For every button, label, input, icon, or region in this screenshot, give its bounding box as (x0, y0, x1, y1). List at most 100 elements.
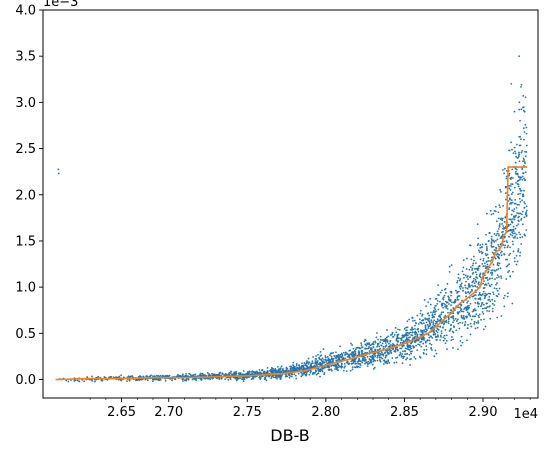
scatter-point (480, 250, 483, 253)
scatter-point (499, 237, 502, 240)
scatter-point (379, 341, 382, 344)
scatter-point (521, 168, 524, 171)
scatter-point (469, 302, 472, 305)
scatter-point (509, 189, 512, 191)
scatter-point (445, 319, 448, 322)
scatter-point (457, 348, 459, 351)
scatter-point (524, 179, 527, 182)
scatter-point (442, 306, 445, 309)
scatter-point (468, 283, 470, 285)
scatter-point (235, 372, 238, 375)
scatter-point (315, 355, 317, 357)
scatter-point (392, 348, 394, 351)
scatter-point (519, 236, 522, 239)
scatter-point (511, 191, 514, 194)
scatter-point (200, 378, 203, 381)
scatter-point (319, 361, 322, 364)
scatter-point (450, 264, 453, 266)
scatter-point (482, 328, 485, 331)
scatter-point (242, 370, 245, 372)
scatter-point (77, 380, 80, 383)
scatter-point (508, 197, 511, 200)
scatter-point (446, 307, 449, 310)
y-tick-label: 4.0 (15, 4, 36, 19)
scatter-point (523, 233, 526, 236)
scatter-point (479, 276, 482, 279)
scatter-point (406, 347, 408, 350)
scatter-point (464, 323, 466, 326)
scatter-point (337, 363, 339, 366)
scatter-point (485, 267, 488, 269)
scatter-point (520, 138, 522, 141)
scatter-point (370, 361, 373, 364)
scatter-point (488, 310, 491, 313)
scatter-point (459, 309, 462, 312)
scatter-point (446, 282, 449, 285)
scatter-point (388, 342, 390, 345)
scatter-point (366, 347, 368, 350)
scatter-point (490, 244, 493, 247)
scatter-point (146, 379, 149, 382)
scatter-point (462, 266, 465, 269)
scatter-point (308, 361, 311, 364)
scatter-point (468, 284, 471, 287)
scatter-point (503, 246, 506, 249)
trend-line-series (55, 166, 527, 381)
scatter-point (444, 303, 446, 306)
scatter-point (185, 372, 188, 375)
scatter-point (57, 168, 60, 171)
scatter-point (473, 323, 476, 325)
scatter-point (480, 318, 483, 321)
scatter-point (339, 353, 342, 356)
scatter-point (508, 254, 510, 257)
scatter-point (413, 356, 416, 358)
scatter-point (436, 334, 439, 337)
scatter-point (492, 239, 495, 242)
y-tick-label: 1.0 (15, 281, 36, 296)
scatter-point (454, 299, 457, 302)
scatter-point (112, 376, 115, 379)
scatter-point (242, 380, 245, 382)
scatter-point (403, 327, 406, 330)
scatter-point (370, 343, 373, 346)
scatter-point (487, 292, 490, 295)
scatter-point (470, 325, 473, 328)
scatter-point (425, 330, 427, 333)
scatter-point (241, 373, 244, 376)
scatter-point (500, 277, 503, 280)
scatter-point (518, 231, 520, 234)
scatter-point (392, 335, 395, 338)
scatter-point (432, 309, 435, 312)
scatter-point (404, 347, 407, 350)
scatter-point (479, 244, 482, 246)
scatter-point (525, 205, 528, 208)
scatter-point (504, 186, 507, 189)
scatter-point (485, 260, 488, 263)
scatter-point (428, 342, 431, 345)
scatter-point (384, 355, 387, 357)
scatter-point (349, 353, 352, 356)
scatter-point (364, 338, 367, 341)
scatter-point (491, 274, 493, 276)
scatter-point (474, 271, 477, 274)
scatter-point (478, 265, 481, 267)
scatter-point (158, 378, 161, 381)
scatter-point (404, 333, 407, 336)
scatter-point (316, 372, 319, 375)
scatter-point (518, 220, 520, 223)
scatter-point (404, 353, 407, 356)
scatter-point (437, 284, 440, 287)
scatter-point (495, 247, 498, 250)
scatter-point (525, 229, 528, 231)
scatter-point (301, 374, 304, 377)
scatter-point (436, 302, 439, 305)
scatter-point (450, 294, 452, 297)
scatter-point (305, 367, 308, 370)
scatter-point (305, 371, 308, 374)
scatter-point (414, 341, 417, 344)
scatter-point (497, 264, 500, 267)
scatter-point (389, 343, 392, 346)
scatter-point (497, 293, 500, 296)
scatter-point (513, 260, 516, 263)
scatter-point (408, 332, 410, 335)
